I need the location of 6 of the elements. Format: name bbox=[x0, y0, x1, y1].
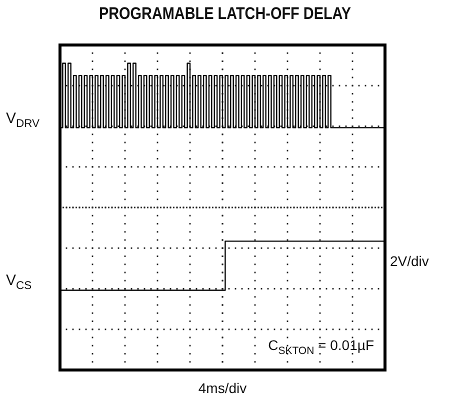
series-label: V$_{DRV}$ bbox=[6, 110, 40, 130]
x-axis-title: 4ms/div bbox=[197, 380, 248, 396]
annotation: C$_{SKTON}$ = 0.01µF bbox=[268, 337, 374, 357]
y2-axis-title: 2V/div bbox=[390, 253, 429, 269]
chart-title: PROGRAMABLE LATCH-OFF DELAY bbox=[98, 4, 352, 24]
series-label: V$_{CS}$ bbox=[6, 272, 32, 292]
